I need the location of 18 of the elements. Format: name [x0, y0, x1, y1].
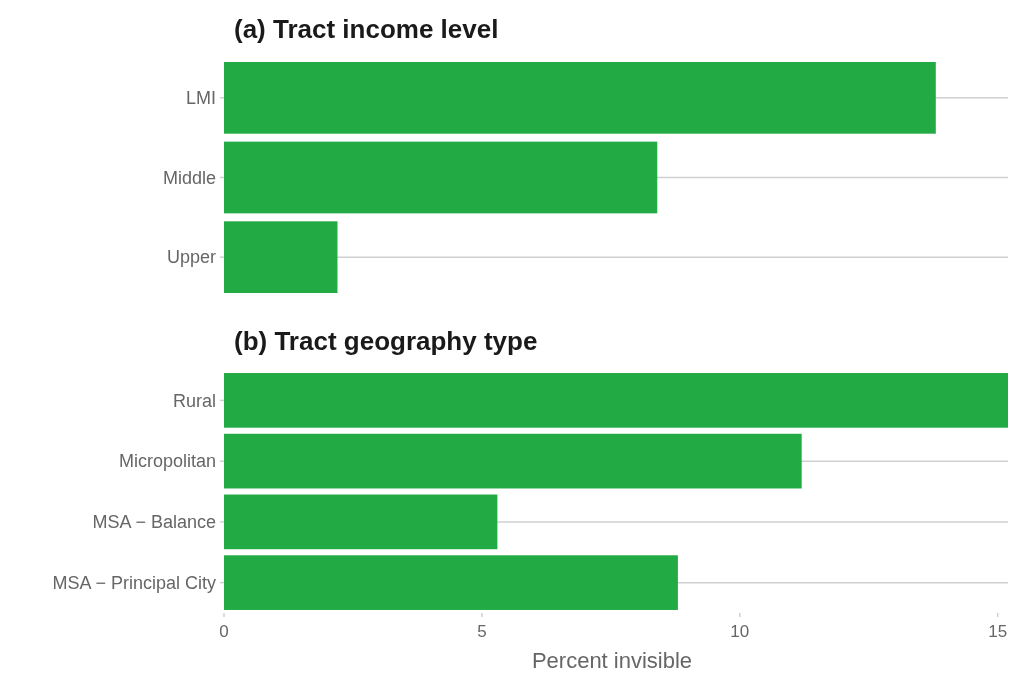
bar: [224, 433, 802, 489]
x-tick-label: 5: [477, 622, 487, 641]
x-tick-label: 10: [730, 622, 750, 641]
bar: [224, 555, 678, 610]
y-tick-label: Micropolitan: [118, 451, 216, 472]
x-axis-title: Percent invisible: [531, 648, 693, 673]
chart-title: (a) Tract income level: [234, 14, 499, 44]
y-tick-label: Rural: [172, 390, 216, 411]
y-tick-label: MSA − Principal City: [52, 572, 216, 593]
bar: [224, 373, 1008, 428]
bar: [224, 494, 498, 550]
y-tick-label: MSA − Balance: [92, 512, 216, 533]
y-tick-label: Upper: [166, 247, 216, 268]
x-tick-label: 0: [219, 622, 229, 641]
y-tick-label: Middle: [162, 167, 216, 188]
x-tick-label: 15: [988, 622, 1008, 641]
chart-title: (b) Tract geography type: [234, 326, 538, 356]
y-tick-label: LMI: [185, 88, 216, 109]
